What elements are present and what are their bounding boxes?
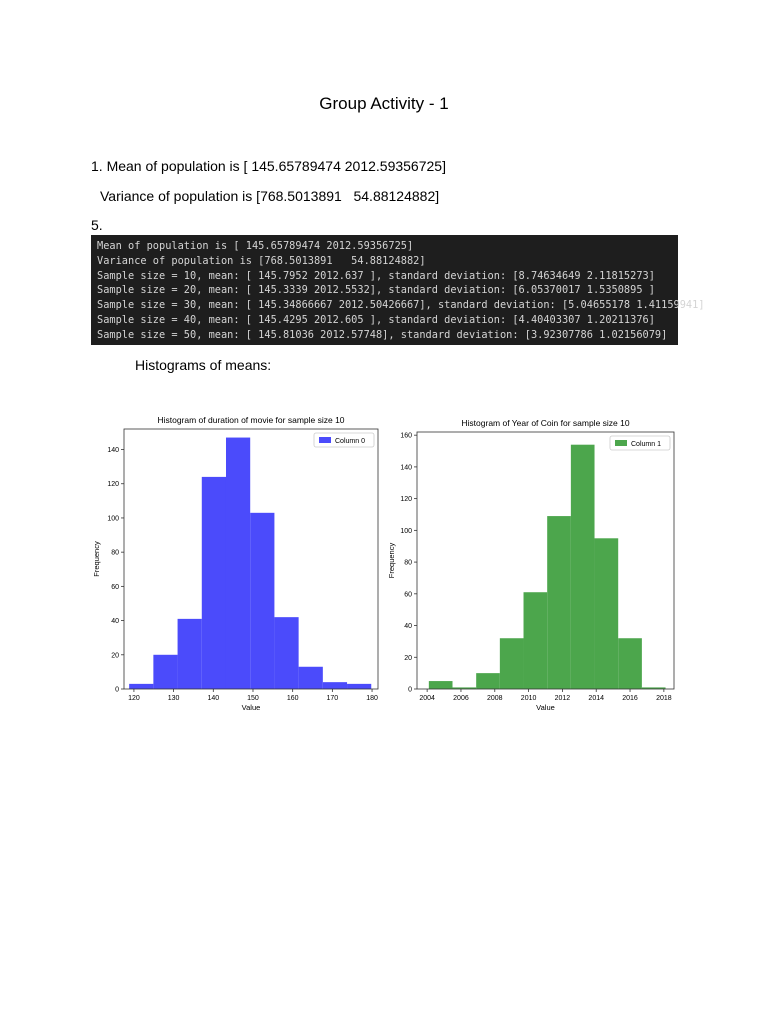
plot-frame [123,428,379,690]
histogram-bar [129,683,154,689]
y-tick-label: 140 [107,447,119,454]
chart-title: Histogram of duration of movie for sampl… [157,415,344,425]
document-title: Group Activity - 1 [319,94,449,113]
histogram-bar [177,618,202,689]
y-tick-label: 40 [111,618,119,625]
legend-label: Column 0 [335,438,365,445]
x-tick-label: 160 [287,695,299,702]
x-tick-label: 2012 [555,695,571,702]
y-tick-label: 20 [404,655,412,662]
histograms-label: Histograms of means: [135,357,272,373]
population-mean-line: 1. Mean of population is [ 145.65789474 … [91,158,446,174]
console-line: Mean of population is [ 145.65789474 201… [97,240,414,252]
histogram-bar [250,512,275,689]
x-tick-label: 2008 [487,695,503,702]
histogram-bar [153,654,178,689]
y-tick-label: 120 [400,496,412,503]
histogram-bar [347,683,372,689]
histogram-bar [298,666,323,689]
y-axis-label: Frequency [92,541,101,577]
legend-box [313,432,375,448]
console-line: Sample size = 50, mean: [ 145.81036 2012… [97,328,668,341]
y-tick-label: 20 [111,652,119,659]
histogram-bar [570,444,595,689]
x-tick-label: 2010 [521,695,537,702]
histogram-bar [523,592,548,689]
x-tick-label: 120 [128,695,140,702]
histogram-bar [547,516,571,689]
histogram-year-chart: Histogram of Year of Coin for sample siz… [387,418,675,712]
histogram-bar [641,687,666,689]
legend-swatch [615,440,627,446]
y-axis-label: Frequency [387,543,396,579]
console-line: Sample size = 10, mean: [ 145.7952 2012.… [97,269,655,282]
x-tick-label: 140 [207,695,219,702]
population-variance-line: Variance of population is [768.5013891 5… [100,188,440,204]
y-tick-label: 80 [111,550,119,557]
console-output: Mean of population is [ 145.65789474 201… [91,235,705,345]
y-tick-label: 40 [404,623,412,630]
y-tick-label: 80 [404,560,412,567]
y-tick-label: 120 [107,481,119,488]
y-tick-label: 0 [408,687,412,694]
histogram-duration-chart: Histogram of duration of movie for sampl… [92,415,379,712]
x-tick-label: 2004 [419,695,435,702]
console-line: Sample size = 30, mean: [ 145.34866667 2… [97,299,705,312]
x-tick-label: 130 [168,695,180,702]
console-line: Sample size = 20, mean: [ 145.3339 2012.… [97,284,655,297]
histogram-bar [618,638,642,689]
legend-swatch [319,437,331,443]
histogram-bar [322,682,348,689]
legend-label: Column 1 [631,441,661,448]
y-tick-label: 140 [400,464,412,471]
console-line: Variance of population is [768.5013891 5… [97,254,426,267]
x-axis-label: Value [242,703,261,712]
chart-title: Histogram of Year of Coin for sample siz… [461,418,629,428]
x-tick-label: 180 [366,695,378,702]
y-tick-label: 60 [404,591,412,598]
x-axis-label: Value [536,703,555,712]
histogram-bar [499,638,524,689]
histogram-bar [452,687,477,689]
x-tick-label: 2014 [588,695,604,702]
histogram-bar [274,617,299,689]
x-tick-label: 150 [247,695,259,702]
histogram-bar [201,476,226,689]
histogram-bar [594,538,619,689]
y-tick-label: 160 [400,433,412,440]
histogram-bar [476,673,500,689]
histogram-bar [428,681,453,689]
item-number-five: 5. [91,217,103,233]
plot-frame [416,431,675,690]
y-tick-label: 60 [111,584,119,591]
legend-box [609,435,671,451]
y-tick-label: 0 [115,687,119,694]
y-tick-label: 100 [107,515,119,522]
x-tick-label: 2018 [656,695,672,702]
y-tick-label: 100 [400,528,412,535]
x-tick-label: 2006 [453,695,469,702]
x-tick-label: 170 [327,695,339,702]
x-tick-label: 2016 [622,695,638,702]
histogram-bar [225,437,251,689]
console-line: Sample size = 40, mean: [ 145.4295 2012.… [97,313,655,326]
